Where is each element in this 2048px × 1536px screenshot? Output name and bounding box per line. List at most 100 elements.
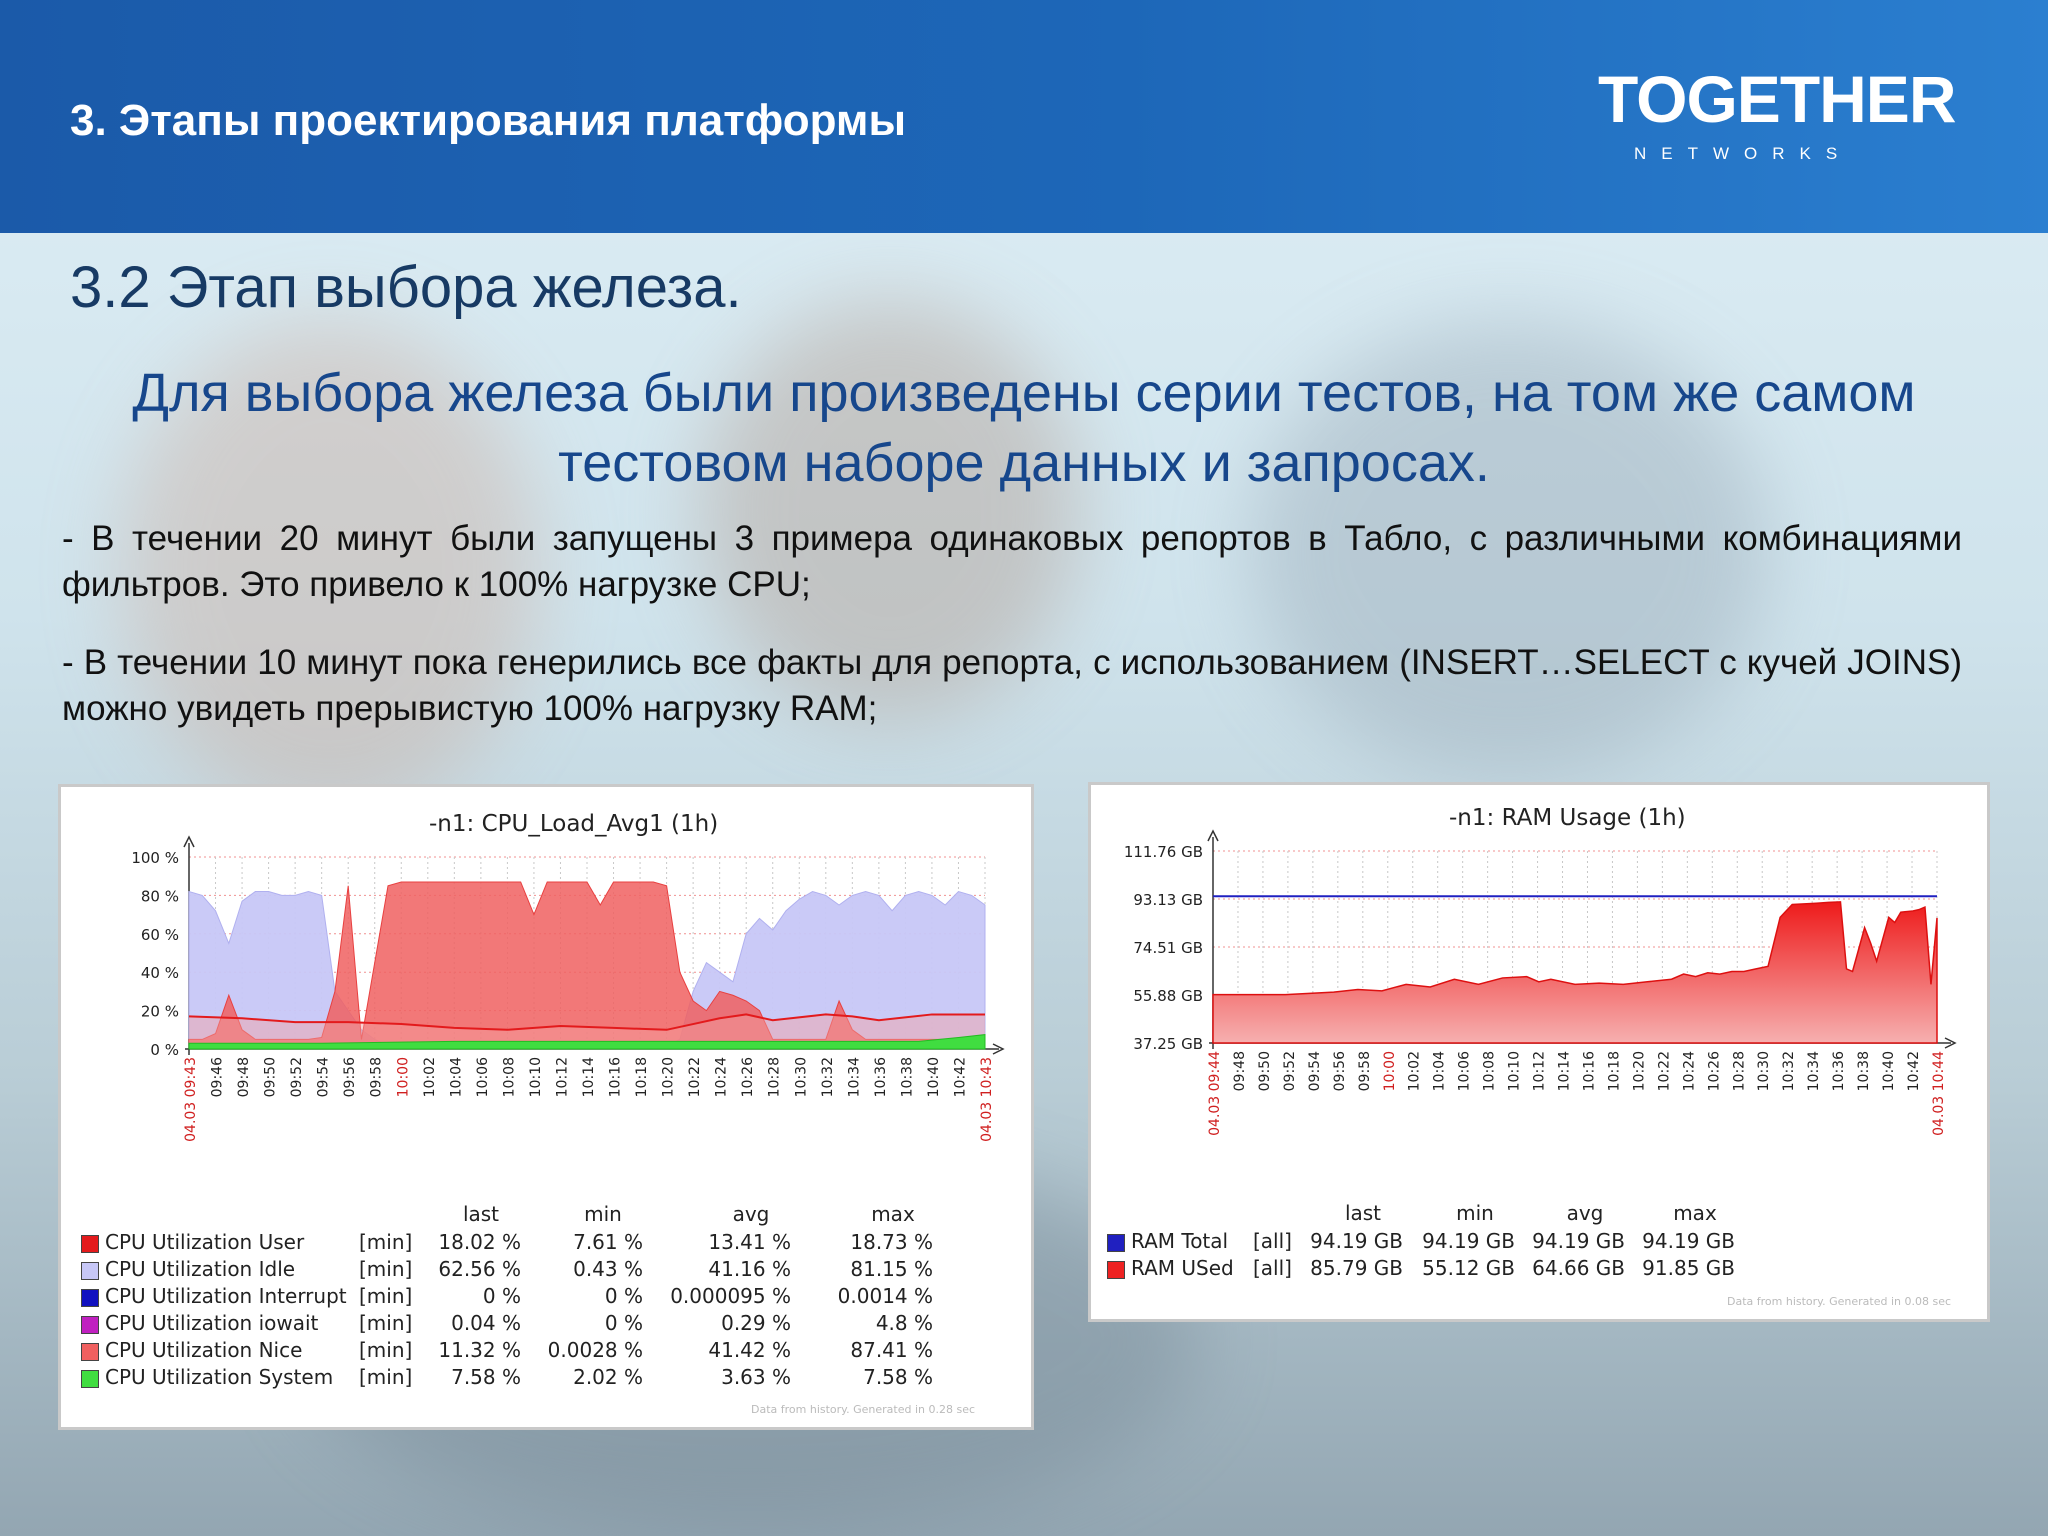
y-tick-label: 55.88 GB [1133, 987, 1203, 1005]
x-tick-label: 10:38 [1856, 1051, 1872, 1091]
legend-stat-avg: 94.19 GB [1532, 1229, 1625, 1253]
legend-stat-min: 94.19 GB [1422, 1229, 1515, 1253]
x-tick-label: 10:14 [1557, 1051, 1573, 1091]
legend-stat-min: 0.0028 % [547, 1338, 643, 1362]
x-axis-arrow [1944, 1037, 1957, 1049]
legend-swatch [81, 1262, 99, 1280]
x-tick-label: 10:16 [608, 1057, 624, 1097]
y-tick-label: 60 % [141, 926, 179, 944]
x-tick-label: 10:06 [475, 1057, 491, 1097]
legend-swatch [81, 1316, 99, 1334]
legend-stat-min: 0 % [604, 1284, 643, 1308]
x-tick-label: 04.03 09:43 [183, 1057, 199, 1142]
bullet-cpu-test: - В течении 20 минут были запущены 3 при… [62, 519, 1962, 604]
legend-series-name: CPU Utilization Idle [105, 1257, 296, 1281]
cpu-chart-title: -n1: CPU_Load_Avg1 (1h) [429, 811, 719, 837]
legend-column-header: avg [732, 1202, 770, 1226]
x-tick-label: 10:08 [501, 1057, 517, 1097]
x-tick-label: 09:46 [210, 1057, 226, 1097]
legend-series-name: CPU Utilization Interrupt [105, 1284, 347, 1308]
legend-stat-max: 7.58 % [863, 1365, 933, 1389]
x-tick-label: 10:22 [1656, 1051, 1672, 1091]
legend-item-mode: [min] [359, 1365, 413, 1389]
legend-stat-min: 7.61 % [573, 1230, 643, 1254]
legend-stat-last: 62.56 % [438, 1257, 521, 1281]
y-tick-label: 20 % [141, 1003, 179, 1021]
legend-series-name: CPU Utilization User [105, 1230, 305, 1254]
y-tick-label: 100 % [131, 849, 179, 867]
legend-item-mode: [min] [359, 1338, 413, 1362]
legend-swatch [81, 1370, 99, 1388]
legend-stat-max: 81.15 % [850, 1257, 933, 1281]
legend-item-mode: [min] [359, 1284, 413, 1308]
x-tick-label: 10:00 [395, 1057, 411, 1097]
legend-series-name: CPU Utilization Nice [105, 1338, 303, 1362]
cpu-chart-legend: last min avg max CPU Utilization User [min] 18… [81, 1202, 1011, 1402]
legend-stat-avg: 41.42 % [708, 1338, 791, 1362]
x-tick-label: 09:58 [1357, 1051, 1373, 1091]
x-tick-label: 10:42 [1906, 1051, 1922, 1091]
legend-stat-min: 2.02 % [573, 1365, 643, 1389]
legend-stat-max: 4.8 % [875, 1311, 933, 1335]
x-tick-label: 09:52 [289, 1057, 305, 1097]
x-tick-label: 04.03 10:43 [979, 1057, 995, 1142]
x-tick-label: 10:30 [1756, 1051, 1772, 1091]
legend-row: CPU Utilization Nice [min] 11.32 % 0.0028 %… [81, 1338, 1011, 1364]
legend-row: CPU Utilization Interrupt [min] 0 % 0 % 0.00… [81, 1284, 1011, 1310]
legend-row: CPU Utilization Idle [min] 62.56 % 0.43 % 41… [81, 1257, 1011, 1283]
legend-swatch [1107, 1234, 1125, 1252]
legend-stat-avg: 3.63 % [721, 1365, 791, 1389]
legend-column-header: max [1673, 1201, 1717, 1225]
x-tick-label: 09:56 [1332, 1051, 1348, 1091]
x-tick-label: 10:42 [952, 1057, 968, 1097]
legend-stat-min: 55.12 GB [1422, 1256, 1515, 1280]
x-tick-label: 10:26 [1706, 1051, 1722, 1091]
series-line-user [188, 1013, 985, 1031]
ram-chart-title: -n1: RAM Usage (1h) [1449, 805, 1686, 831]
x-tick-label: 10:26 [740, 1057, 756, 1097]
x-tick-label: 10:04 [448, 1057, 464, 1097]
redacted-hostname [357, 807, 427, 837]
x-tick-label: 10:02 [1407, 1051, 1423, 1091]
background-photo-blob [1250, 320, 1770, 780]
legend-swatch [81, 1289, 99, 1307]
y-tick-label: 0 % [150, 1041, 179, 1059]
x-tick-label: 10:22 [687, 1057, 703, 1097]
legend-stat-last: 11.32 % [438, 1338, 521, 1362]
legend-stat-max: 18.73 % [850, 1230, 933, 1254]
x-tick-label: 09:52 [1282, 1051, 1298, 1091]
legend-stat-last: 7.58 % [451, 1365, 521, 1389]
x-tick-label: 10:06 [1457, 1051, 1473, 1091]
x-tick-label: 10:14 [581, 1057, 597, 1097]
logo-subtext: NETWORKS [1634, 144, 1853, 163]
bullet-ram-test: - В течении 10 минут пока генерились все… [62, 643, 1962, 728]
ram-usage-chart: -n1: RAM Usage (1h) 111.76 GB 93.13 GB 74.… [1088, 782, 1990, 1322]
x-tick-label: 10:18 [1606, 1051, 1622, 1091]
series-area-user [189, 1014, 985, 1049]
legend-swatch [81, 1235, 99, 1253]
legend-stat-avg: 41.16 % [708, 1257, 791, 1281]
x-tick-label: 10:02 [422, 1057, 438, 1097]
legend-column-header: avg [1566, 1201, 1604, 1225]
legend-item-mode: [min] [359, 1257, 413, 1281]
x-tick-label: 09:58 [369, 1057, 385, 1097]
x-tick-label: 10:36 [1831, 1051, 1847, 1091]
x-tick-label: 10:10 [1507, 1051, 1523, 1091]
background-photo-blob [700, 300, 1080, 720]
x-tick-label: 10:12 [1532, 1051, 1548, 1091]
series-area-nice [188, 881, 986, 1050]
series-area-system [188, 1034, 986, 1050]
x-tick-label: 10:16 [1581, 1051, 1597, 1091]
legend-series-name: CPU Utilization System [105, 1365, 334, 1389]
slide-header: 3. Этапы проектирования платформы TOGETH… [0, 0, 2048, 233]
legend-stat-avg: 13.41 % [708, 1230, 791, 1254]
legend-stat-avg: 0.000095 % [670, 1284, 791, 1308]
cpu-chart-footnote: Data from history. Generated in 0.28 sec [751, 1403, 976, 1416]
x-tick-label: 10:20 [1631, 1051, 1647, 1091]
legend-series-name: CPU Utilization iowait [105, 1311, 319, 1335]
x-tick-label: 04.03 09:44 [1207, 1051, 1223, 1136]
x-tick-label: 10:30 [793, 1057, 809, 1097]
cpu-load-chart: -n1: CPU_Load_Avg1 (1h) 100 % 80 % 60 % 40 … [58, 784, 1034, 1430]
background-photo-blob [120, 320, 540, 820]
x-tick-label: 10:10 [528, 1057, 544, 1097]
